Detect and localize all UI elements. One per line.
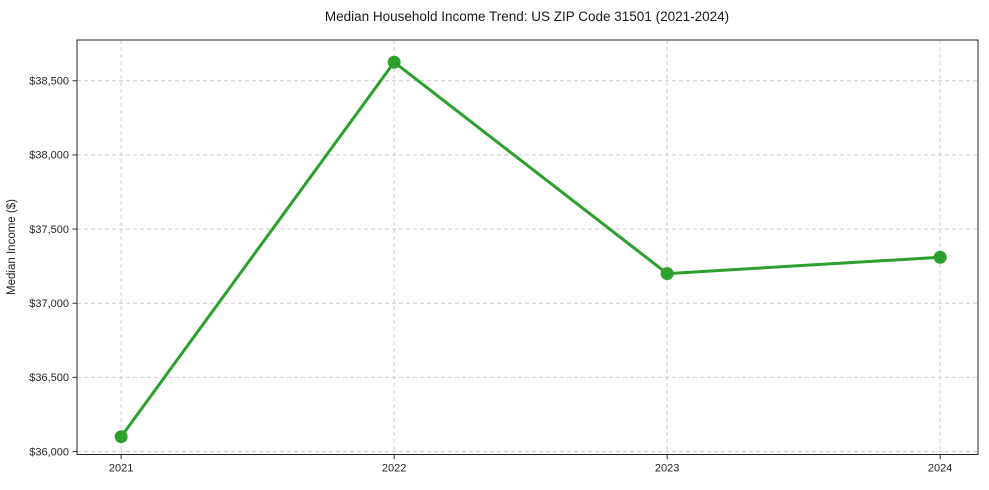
- x-tick-label: 2024: [928, 463, 952, 475]
- chart-title: Median Household Income Trend: US ZIP Co…: [325, 9, 729, 24]
- x-tick-label: 2022: [382, 463, 406, 475]
- data-point-2022: [387, 55, 401, 69]
- y-tick-label: $36,500: [29, 372, 69, 384]
- x-tick-label: 2023: [655, 463, 679, 475]
- plot-border: [76, 39, 979, 455]
- data-point-2023: [660, 267, 674, 281]
- data-point-2024: [933, 250, 947, 264]
- y-tick-label: $38,000: [29, 150, 69, 162]
- trend-line: [119, 60, 942, 439]
- plot-area: $36,000 $36,500 $37,000 $37,500 $38,000 $38,5…: [29, 39, 979, 475]
- y-tick-label: $37,500: [29, 224, 69, 236]
- y-tick-label: $36,000: [29, 446, 69, 458]
- y-tick-label: $37,000: [29, 298, 69, 310]
- data-point-2021: [114, 430, 128, 444]
- y-axis-label: Median Income ($): [6, 199, 18, 295]
- y-tick-label: $38,500: [29, 76, 69, 88]
- x-tick-label: 2021: [109, 463, 133, 475]
